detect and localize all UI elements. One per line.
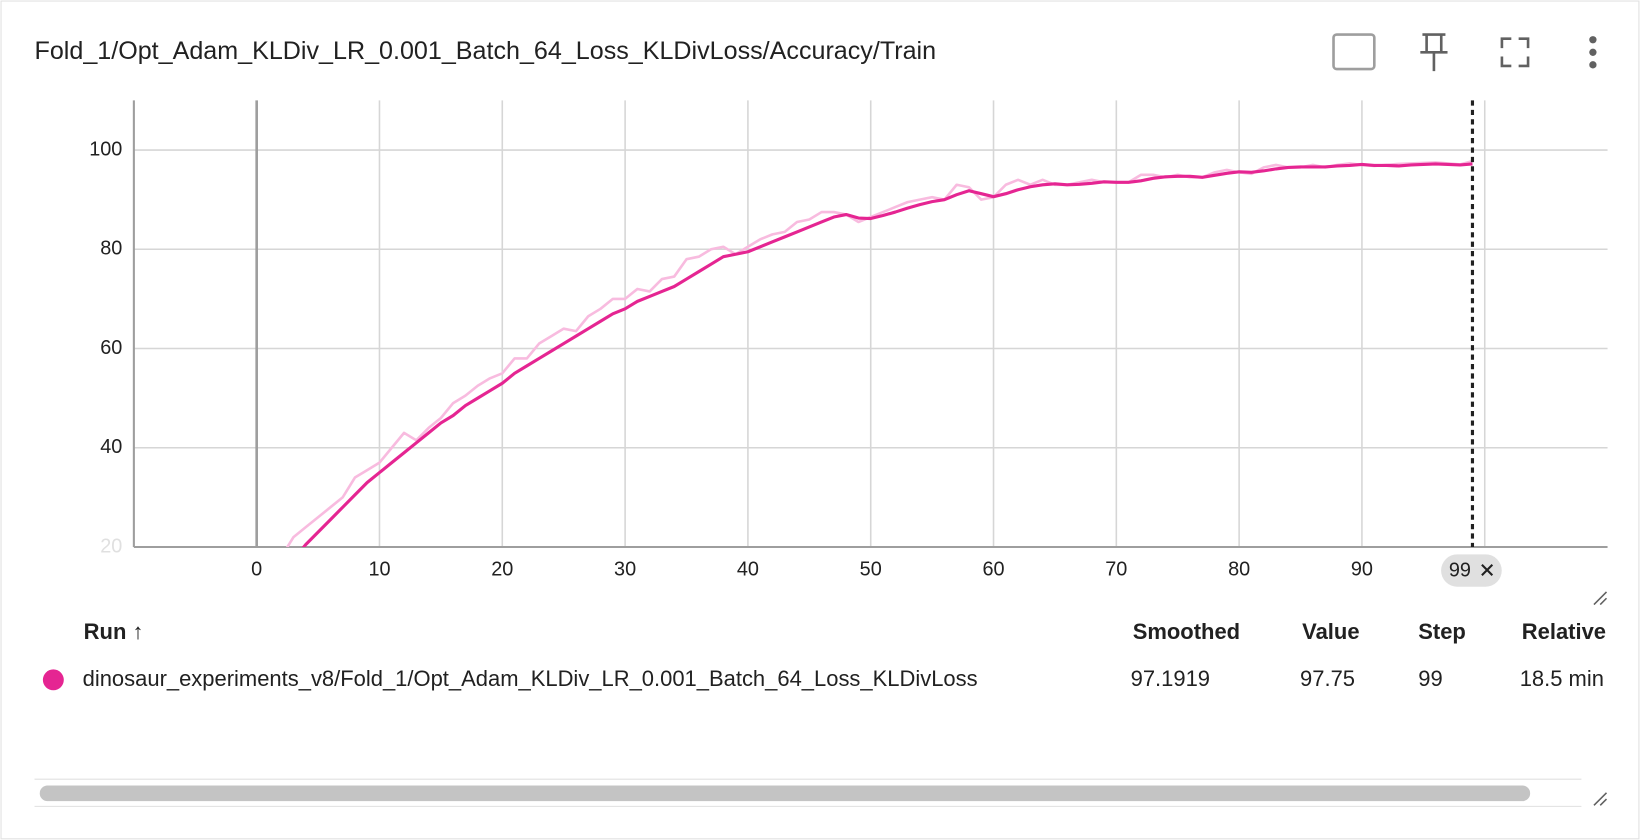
y-tick-label: 100 (89, 138, 122, 160)
run-table: Run ↑ Smoothed Value Step Relative dinosaur_e… (82, 620, 1607, 692)
table-cell: 97.75 (1300, 667, 1356, 692)
step-badge (1441, 554, 1502, 587)
table-cell: 18.5 min (1519, 667, 1604, 692)
x-tick-label: 90 (1351, 558, 1373, 580)
x-tick-label: 60 (982, 558, 1004, 580)
x-tick-label: 50 (860, 558, 882, 580)
step-badge-label: 99 (1449, 559, 1471, 581)
fit-button[interactable] (1332, 33, 1376, 71)
x-tick-label: 0 (251, 558, 262, 580)
column-header: Relative (1521, 620, 1607, 645)
y-tick-label: 40 (100, 436, 122, 458)
column-header: Value (1302, 620, 1360, 645)
pin-button[interactable] (1420, 33, 1448, 72)
resize-handle[interactable] (1593, 591, 1608, 806)
series-line (301, 162, 1473, 548)
x-tick-label: 80 (1228, 558, 1250, 580)
x-tick-label: 20 (491, 558, 513, 580)
table-cell: 99 (1418, 667, 1443, 692)
table-cell: 97.1919 (1130, 667, 1211, 692)
toolbar (1332, 33, 1597, 72)
y-tick-label: 60 (100, 337, 122, 359)
x-tick-label: 10 (368, 558, 390, 580)
chart-title: Fold_1/Opt_Adam_KLDiv_LR_0.001_Batch_64_… (35, 37, 937, 65)
y-tick-label: 20 (100, 535, 122, 557)
column-header: Smoothed (1132, 620, 1241, 645)
column-header: Run ↑ (83, 620, 144, 645)
menu-button[interactable] (1589, 36, 1597, 69)
x-tick-label: 70 (1105, 558, 1127, 580)
scrollbar-thumb[interactable] (39, 785, 1531, 802)
x-tick-label: 30 (614, 558, 636, 580)
fullscreen-button[interactable] (1500, 37, 1530, 68)
step-badge-close (1481, 564, 1494, 576)
column-header: Step (1418, 620, 1466, 645)
x-tick-label: 40 (737, 558, 759, 580)
y-tick-label: 80 (100, 238, 122, 260)
run-color-dot (42, 669, 64, 691)
table-cell: dinosaur_experiments_v8/Fold_1/Opt_Adam_… (82, 667, 978, 692)
